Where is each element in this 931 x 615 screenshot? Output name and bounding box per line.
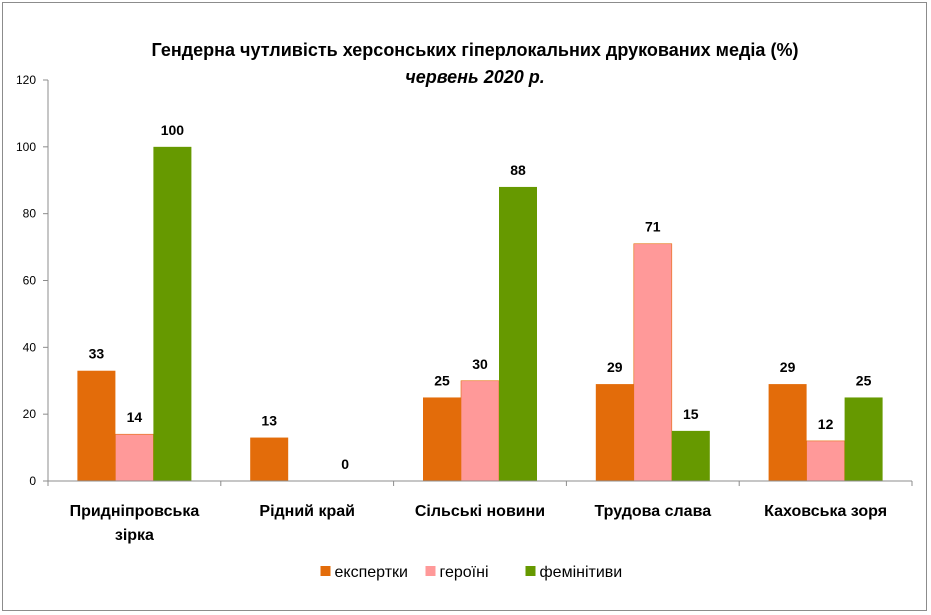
data-label: 15 xyxy=(683,406,699,422)
y-tick-label: 60 xyxy=(23,274,37,288)
y-tick-label: 80 xyxy=(23,207,37,221)
y-tick-label: 120 xyxy=(16,73,36,87)
bar xyxy=(806,440,845,482)
y-axis: 0 20 40 60 80 100 120 xyxy=(16,73,49,488)
bar xyxy=(250,437,289,481)
bar xyxy=(768,384,807,481)
legend: експертки героїні фемінітиви xyxy=(320,564,623,581)
chart-subtitle: червень 2020 р. xyxy=(405,67,545,87)
data-label: 88 xyxy=(510,162,526,178)
y-tick-label: 20 xyxy=(23,407,37,421)
y-tick-label: 40 xyxy=(23,340,37,354)
data-label: 0 xyxy=(341,456,349,472)
legend-label: героїні xyxy=(440,564,489,581)
bar xyxy=(77,370,116,481)
y-tick-label: 0 xyxy=(29,474,36,488)
data-label: 30 xyxy=(472,356,488,372)
x-tick-label: Придніпровська зірка xyxy=(70,503,200,544)
data-label: 71 xyxy=(645,219,661,235)
legend-label: експертки xyxy=(335,564,408,581)
data-label: 100 xyxy=(161,122,185,138)
legend-label: фемінітиви xyxy=(540,564,623,581)
bar xyxy=(844,397,883,481)
bar xyxy=(671,430,710,481)
data-label: 12 xyxy=(818,416,834,432)
legend-swatch xyxy=(525,566,536,576)
x-tick-label: Рідний край xyxy=(259,503,355,520)
data-label: 13 xyxy=(261,413,277,429)
chart-title: Гендерна чутливість херсонських гіперлок… xyxy=(152,40,799,60)
x-tick-label: Сільські новини xyxy=(415,503,545,520)
legend-swatch xyxy=(320,566,331,576)
bar xyxy=(633,243,673,482)
bar xyxy=(423,397,461,481)
data-label: 33 xyxy=(89,346,105,362)
bar xyxy=(460,380,500,482)
bar xyxy=(115,433,154,482)
bar xyxy=(499,186,537,481)
x-tick-label: Каховська зоря xyxy=(764,503,887,520)
data-label: 14 xyxy=(127,409,143,425)
data-label: 29 xyxy=(780,359,796,375)
y-tick-label: 100 xyxy=(16,140,36,154)
bar xyxy=(153,146,192,482)
bars: 33 13 25 29 29 14 30 71 12 100 0 88 15 25 xyxy=(77,122,883,482)
bar xyxy=(595,384,634,481)
x-tick-label: Трудова слава xyxy=(594,503,711,520)
x-axis: Придніпровська зірка Рідний край Сільські н… xyxy=(47,480,913,544)
data-label: 25 xyxy=(434,372,450,388)
data-label: 25 xyxy=(856,372,872,388)
data-label: 29 xyxy=(607,359,623,375)
legend-swatch xyxy=(425,566,436,576)
